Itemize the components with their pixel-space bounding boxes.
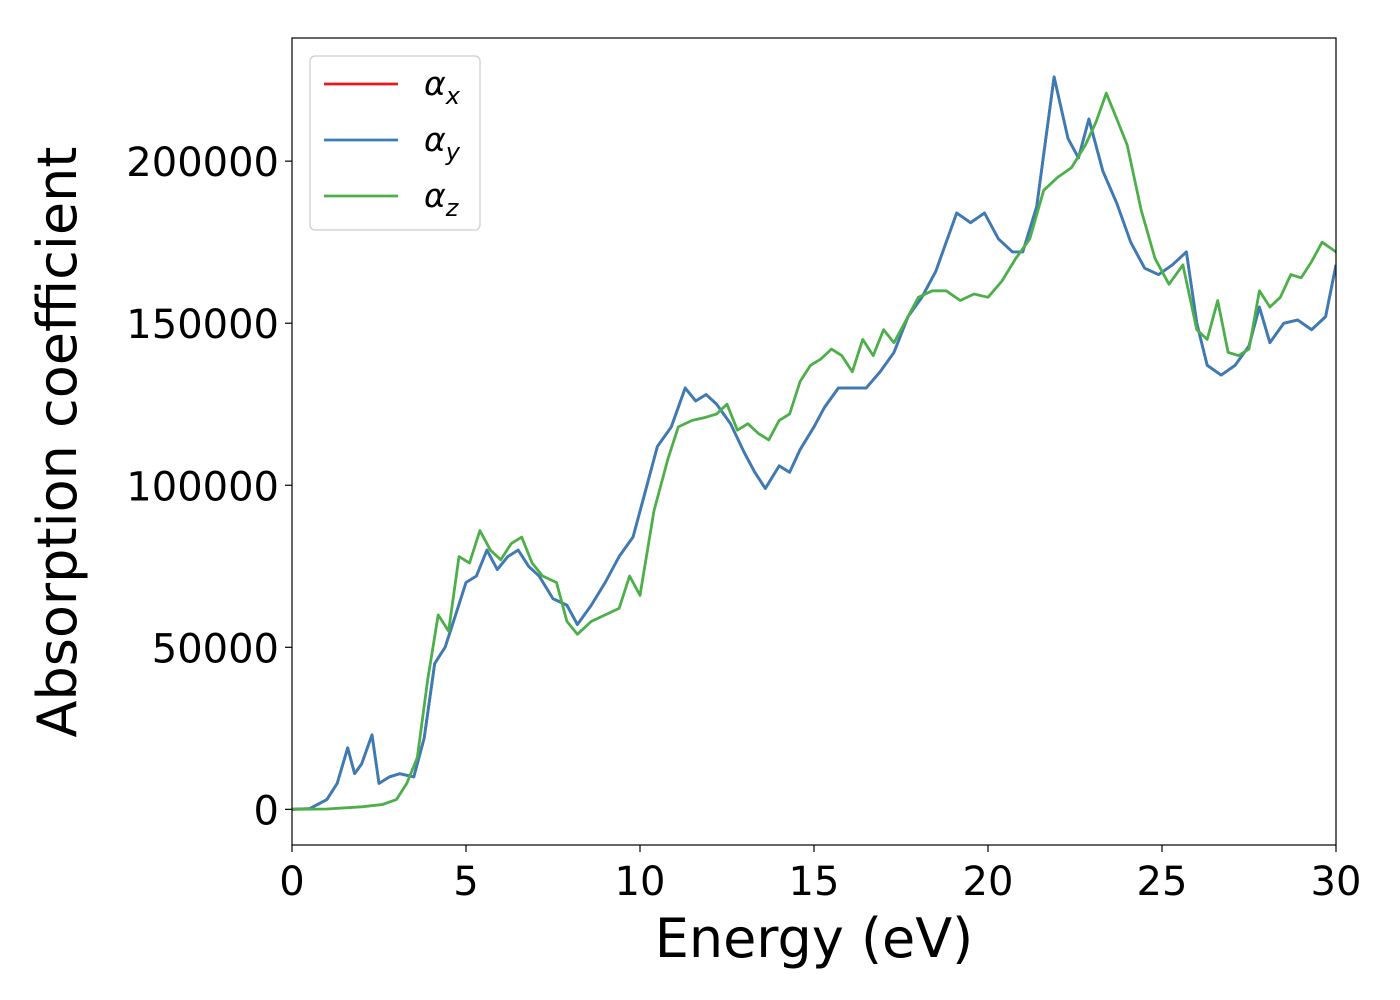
y-tick-label: 150000 — [126, 302, 279, 348]
plot-frame — [291, 37, 1337, 846]
legend-label-subscript: y — [445, 138, 461, 166]
legend-label-subscript: z — [445, 194, 460, 222]
legend-label-y: αy — [424, 120, 461, 166]
x-tick-label: 20 — [963, 859, 1014, 905]
y-axis-label: Absorption coefficient — [26, 147, 89, 738]
legend-label-symbol: α — [424, 120, 446, 159]
x-tick-label: 10 — [615, 859, 666, 905]
legend-label-symbol: α — [424, 64, 446, 103]
legend-label-subscript: x — [445, 82, 461, 110]
x-tick-label: 30 — [1311, 859, 1362, 905]
x-tick-label: 5 — [453, 859, 478, 905]
series-line-y — [292, 75, 1336, 811]
legend-label-z: αz — [424, 176, 460, 222]
tick-layer: 0 5 10 15 20 25 30 0 50000 100000 150000 200000 — [126, 140, 1361, 905]
x-tick-label: 15 — [789, 859, 840, 905]
series-line-z — [292, 91, 1336, 811]
x-axis-label: Energy (eV) — [655, 907, 974, 970]
legend-box — [309, 55, 481, 231]
x-tick-label: 25 — [1137, 859, 1188, 905]
y-tick-label: 200000 — [126, 140, 279, 186]
x-tick-label: 0 — [279, 859, 304, 905]
legend-label-symbol: α — [424, 176, 446, 215]
y-tick-label: 50000 — [152, 626, 279, 672]
legend-label-x: αx — [424, 64, 461, 110]
series-layer — [292, 75, 1336, 811]
y-tick-label: 0 — [254, 788, 279, 834]
y-tick-label: 100000 — [126, 464, 279, 510]
